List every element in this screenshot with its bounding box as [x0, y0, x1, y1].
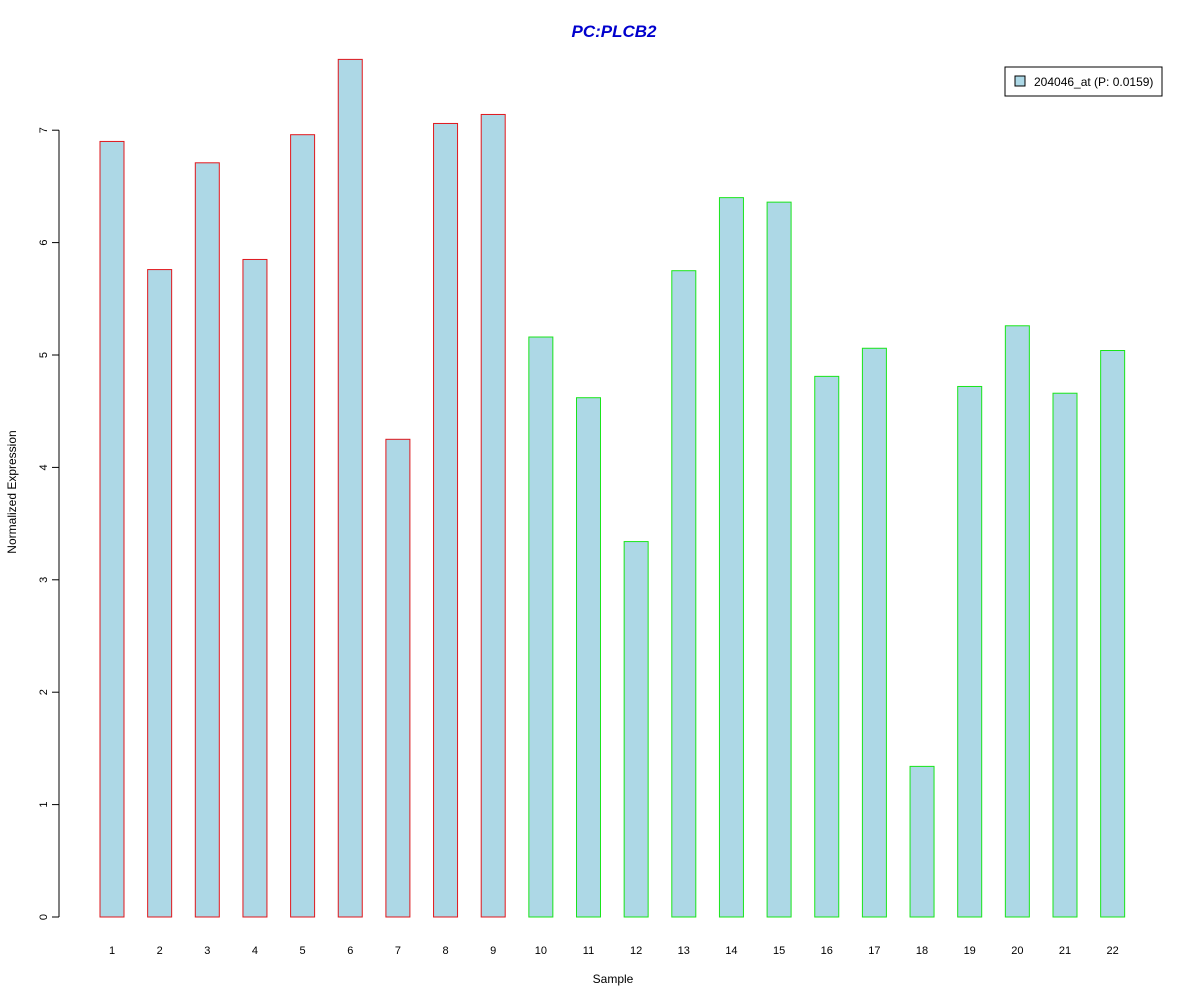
bar-sample-11: [576, 397, 601, 918]
legend-swatch: [1014, 75, 1026, 87]
bar-sample-4: [242, 258, 268, 918]
y-axis-label: Normalized Expression: [5, 430, 19, 553]
bars: [99, 58, 1126, 918]
x-tick-label: 19: [964, 945, 976, 957]
bar-sample-5: [290, 134, 316, 918]
y-tick-label: 2: [38, 689, 50, 695]
bar-sample-8: [433, 122, 459, 918]
x-tick-label: 9: [490, 945, 496, 957]
x-tick-label: 8: [442, 945, 448, 957]
chart-title: PC:PLCB2: [571, 22, 657, 41]
y-tick-label: 0: [38, 914, 50, 920]
bar-sample-15: [766, 201, 792, 918]
legend-box: [1004, 66, 1163, 97]
y-tick-label: 4: [38, 464, 50, 470]
x-tick-label: 22: [1107, 945, 1119, 957]
bar-sample-17: [861, 347, 887, 918]
bar-sample-22: [1100, 350, 1126, 918]
x-tick-label: 16: [821, 945, 833, 957]
bar-sample-12: [623, 541, 649, 918]
x-tick-label: 1: [109, 945, 115, 957]
x-tick-label: 2: [157, 945, 163, 957]
x-tick-label: 20: [1011, 945, 1023, 957]
y-tick-label: 6: [38, 240, 50, 246]
x-tick-label: 12: [630, 945, 642, 957]
y-tick-label: 1: [38, 802, 50, 808]
x-tick-label: 21: [1059, 945, 1071, 957]
x-tick-labels: 1 2 3 4 5 6 7 8 9 10 11 12 13 14 15 16 17 18 19 20 21 22: [109, 945, 1119, 957]
bar-sample-1: [99, 140, 125, 918]
x-tick-label: 14: [725, 945, 737, 957]
x-tick-label: 10: [535, 945, 547, 957]
x-tick-label: 11: [583, 945, 594, 957]
x-tick-label: 5: [300, 945, 306, 957]
bar-sample-16: [814, 375, 840, 918]
x-axis-label: Sample: [593, 972, 634, 986]
bar-sample-10: [528, 336, 554, 918]
legend-entry: 204046_at (P: 0.0159): [1034, 75, 1153, 89]
bar-sample-21: [1052, 392, 1078, 918]
x-tick-label: 18: [916, 945, 928, 957]
bar-sample-2: [147, 269, 173, 918]
x-tick-label: 6: [347, 945, 353, 957]
y-tick-label: 5: [38, 352, 50, 358]
bar-sample-18: [909, 765, 935, 918]
x-tick-label: 13: [678, 945, 690, 957]
bar-sample-9: [480, 113, 506, 918]
x-tick-label: 4: [252, 945, 258, 957]
bar-sample-14: [718, 197, 744, 918]
x-tick-label: 15: [773, 945, 785, 957]
bar-sample-3: [194, 162, 220, 918]
bar-sample-6: [337, 58, 363, 918]
legend: 204046_at (P: 0.0159): [1004, 66, 1163, 97]
x-tick-label: 7: [395, 945, 401, 957]
x-tick-label: 17: [868, 945, 880, 957]
bar-sample-7: [385, 438, 411, 918]
x-tick-label: 3: [204, 945, 210, 957]
bar-sample-20: [1004, 325, 1030, 918]
y-axis: 0 1 2 3 4 5 6 7: [38, 127, 60, 920]
bar-sample-19: [957, 385, 983, 918]
y-tick-label: 7: [38, 127, 50, 133]
bar-sample-13: [671, 270, 697, 918]
y-tick-label: 3: [38, 577, 50, 583]
